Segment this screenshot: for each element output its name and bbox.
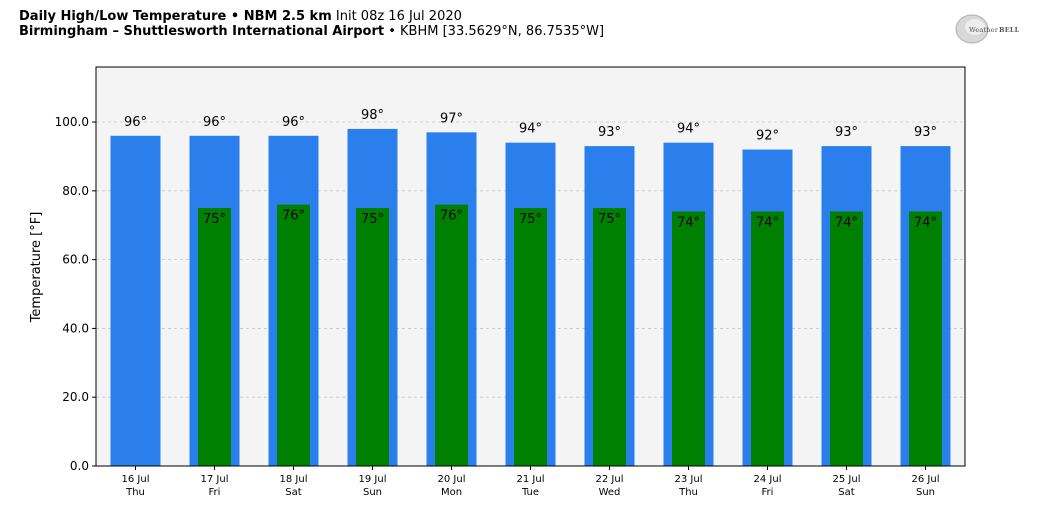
high-temp-label: 93° [914, 125, 937, 140]
low-temp-label: 74° [835, 215, 858, 230]
low-temp-label: 75° [203, 212, 226, 227]
plot-area: 96° 96° 96° 98° 97° 94° 93° 94° 92° 93° 93° 75° 76° 7… [55, 66, 966, 498]
low-temp-bar [198, 208, 231, 466]
high-temp-bar [110, 135, 161, 467]
x-tick-day: Wed [599, 487, 621, 498]
low-temp-bar [514, 208, 547, 466]
high-temp-label: 96° [282, 115, 305, 130]
low-temp-bar [277, 204, 310, 466]
low-temp-label: 74° [914, 215, 937, 230]
low-temp-bar [435, 204, 468, 466]
x-tick-date: 16 Jul [122, 474, 150, 485]
high-temp-label: 93° [598, 125, 621, 140]
high-temp-label: 94° [677, 122, 700, 137]
chart-title: Daily High/Low Temperature • NBM 2.5 km [19, 9, 332, 24]
x-tick-day: Thu [678, 487, 698, 498]
x-tick-date: 24 Jul [754, 474, 782, 485]
y-axis-label: Temperature [°F] [29, 212, 44, 324]
logo-text-weather: Weather [969, 26, 999, 34]
low-temp-label: 75° [361, 212, 384, 227]
x-tick-date: 22 Jul [596, 474, 624, 485]
x-tick-day: Sun [916, 487, 935, 498]
x-tick-day: Thu [125, 487, 145, 498]
x-tick-day: Sun [363, 487, 382, 498]
x-tick-day: Fri [209, 487, 221, 498]
y-tick-label: 80.0 [62, 184, 89, 198]
x-tick-date: 20 Jul [438, 474, 466, 485]
x-tick-day: Sat [285, 487, 301, 498]
x-tick-date: 18 Jul [280, 474, 308, 485]
high-temp-label: 92° [756, 129, 779, 144]
high-temp-label: 98° [361, 108, 384, 123]
x-tick-date: 21 Jul [517, 474, 545, 485]
high-temp-label: 93° [835, 125, 858, 140]
low-temp-bar [672, 211, 705, 466]
high-temp-label: 94° [519, 122, 542, 137]
y-tick-label: 0.0 [70, 459, 89, 473]
header-line-1: Daily High/Low Temperature • NBM 2.5 km … [19, 9, 604, 24]
high-temp-label: 96° [203, 115, 226, 130]
weatherbell-logo: Weather BELL [955, 14, 1019, 44]
station-coordinates: • KBHM [33.5629°N, 86.7535°W] [388, 24, 605, 39]
low-temp-bar [751, 211, 784, 466]
x-tick-date: 17 Jul [201, 474, 229, 485]
y-tick-label: 100.0 [55, 115, 89, 129]
low-temp-bar [830, 211, 863, 466]
high-temp-label: 96° [124, 115, 147, 130]
low-temp-label: 76° [282, 209, 305, 224]
high-temp-label: 97° [440, 111, 463, 126]
x-tick-date: 25 Jul [833, 474, 861, 485]
low-temp-bar [909, 211, 942, 466]
x-tick-day: Sat [838, 487, 854, 498]
x-tick-day: Tue [521, 487, 539, 498]
x-tick-day: Fri [762, 487, 774, 498]
station-name: Birmingham – Shuttlesworth International… [19, 24, 385, 39]
y-tick-label: 60.0 [62, 253, 89, 267]
low-temp-bar [593, 208, 626, 466]
low-temp-label: 74° [756, 215, 779, 230]
chart-header: Daily High/Low Temperature • NBM 2.5 km … [19, 9, 604, 39]
low-temp-label: 74° [677, 215, 700, 230]
header-line-2: Birmingham – Shuttlesworth International… [19, 24, 604, 39]
x-tick-date: 26 Jul [912, 474, 940, 485]
x-tick-date: 23 Jul [675, 474, 703, 485]
low-temp-label: 75° [598, 212, 621, 227]
init-time: Init 08z 16 Jul 2020 [335, 9, 462, 24]
y-tick-label: 20.0 [62, 390, 89, 404]
low-temp-label: 76° [440, 209, 463, 224]
low-temp-bar [356, 208, 389, 466]
x-tick-day: Mon [441, 487, 462, 498]
logo-text-bell: BELL [999, 26, 1019, 34]
low-temp-label: 75° [519, 212, 542, 227]
x-tick-date: 19 Jul [359, 474, 387, 485]
y-tick-label: 40.0 [62, 321, 89, 335]
